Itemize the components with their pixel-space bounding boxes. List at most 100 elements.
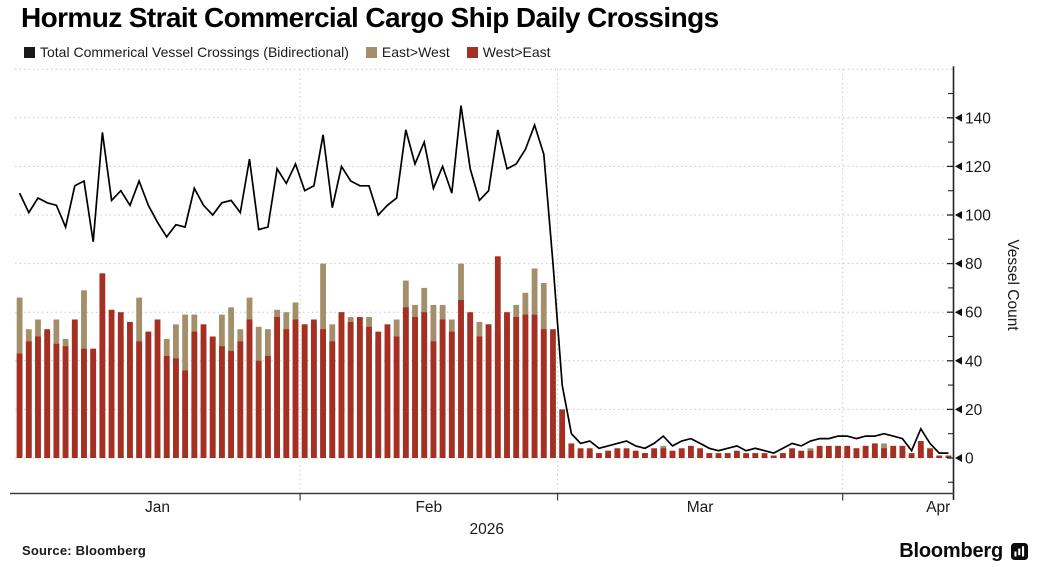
west-east-bar xyxy=(678,448,685,458)
west-east-bar xyxy=(163,355,170,458)
y-tick-label: 20 xyxy=(965,402,983,419)
west-east-bar xyxy=(154,319,161,458)
west-east-bar xyxy=(660,448,667,458)
west-east-bar xyxy=(825,445,832,458)
west-east-bar xyxy=(522,314,529,458)
west-east-bar xyxy=(789,448,795,458)
y-tick-label: 100 xyxy=(965,208,991,225)
west-east-bar xyxy=(117,312,124,458)
west-east-bar xyxy=(642,453,648,458)
west-east-bar xyxy=(752,453,759,458)
legend-item-east-west: East>West xyxy=(365,44,450,60)
west-east-bar xyxy=(485,324,492,458)
west-east-bar xyxy=(182,370,189,458)
west-east-bar xyxy=(274,317,280,458)
west-east-bar xyxy=(173,358,179,458)
west-east-bar xyxy=(669,450,676,458)
west-east-bar xyxy=(862,445,869,458)
west-east-bar xyxy=(596,453,602,458)
bloomberg-logo-icon xyxy=(1011,543,1028,560)
west-east-bar xyxy=(467,312,474,458)
west-east-bar-swatch xyxy=(466,46,478,58)
west-east-bar xyxy=(421,312,428,458)
legend-label-west-east: West>East xyxy=(482,44,551,60)
west-east-bar xyxy=(890,445,897,458)
west-east-bar xyxy=(899,445,906,458)
month-label: Mar xyxy=(687,499,714,516)
page-title: Hormuz Strait Commercial Cargo Ship Dail… xyxy=(21,2,719,33)
west-east-bar xyxy=(62,346,69,458)
west-east-bar xyxy=(255,360,262,458)
y-axis-title: Vessel Count xyxy=(1004,239,1021,331)
west-east-bar xyxy=(550,329,556,458)
west-east-bar xyxy=(412,317,418,458)
west-east-bar xyxy=(614,448,621,458)
source-text: Source: Bloomberg xyxy=(22,543,147,558)
west-east-bar xyxy=(568,443,575,458)
west-east-bar xyxy=(25,341,32,458)
west-east-bar xyxy=(927,448,933,458)
west-east-bar xyxy=(439,319,446,458)
west-east-bar xyxy=(200,324,207,458)
west-east-bar xyxy=(127,321,133,458)
west-east-bar xyxy=(476,336,483,458)
west-east-bar xyxy=(90,348,97,458)
west-east-bar xyxy=(264,355,271,458)
west-east-bar xyxy=(531,314,538,458)
west-east-bar xyxy=(715,453,722,458)
y-tick-label: 40 xyxy=(965,353,983,370)
west-east-bar xyxy=(338,312,345,458)
west-east-bar xyxy=(402,307,409,458)
legend-label-east-west: East>West xyxy=(381,44,450,60)
west-east-bar xyxy=(504,312,510,458)
y-tick-label: 120 xyxy=(965,159,991,176)
west-east-bar xyxy=(835,445,841,458)
west-east-bar xyxy=(936,455,943,458)
west-east-bar xyxy=(237,341,244,458)
west-east-bar xyxy=(16,353,23,458)
west-east-bar xyxy=(494,256,501,458)
y-tick-label: 60 xyxy=(965,305,983,322)
west-east-bar xyxy=(301,324,308,458)
west-east-bar xyxy=(310,319,317,458)
west-east-bar xyxy=(945,455,952,458)
west-east-bar xyxy=(246,319,253,458)
west-east-bar xyxy=(393,336,400,458)
west-east-bar xyxy=(35,336,41,458)
y-tick-marker xyxy=(955,405,962,414)
west-east-bar xyxy=(770,455,777,458)
legend-item-west-east: West>East xyxy=(466,44,551,60)
west-east-bar xyxy=(577,448,584,458)
y-tick-marker xyxy=(955,113,962,122)
y-tick-marker xyxy=(955,162,962,171)
y-tick-marker xyxy=(955,211,962,219)
total-line xyxy=(18,105,949,455)
month-label: Apr xyxy=(926,499,950,516)
west-east-bar xyxy=(733,450,740,458)
west-east-bar xyxy=(228,351,235,458)
y-tick-label: 80 xyxy=(965,256,983,273)
west-east-bar xyxy=(779,453,786,458)
y-tick-marker xyxy=(955,454,962,462)
west-east-bar xyxy=(71,319,78,458)
west-east-bar xyxy=(540,329,547,458)
west-east-bar xyxy=(366,326,372,458)
west-east-bar xyxy=(347,321,354,458)
legend-item-total: Total Commerical Vessel Crossings (Bidir… xyxy=(24,44,349,60)
west-east-bar xyxy=(853,448,860,458)
bloomberg-logo: Bloomberg xyxy=(899,540,1028,563)
west-east-bar xyxy=(375,331,382,458)
west-east-bar xyxy=(586,448,593,458)
west-east-bar xyxy=(559,409,566,458)
west-east-bar xyxy=(384,324,391,458)
west-east-bar xyxy=(605,450,612,458)
west-east-bar xyxy=(320,329,326,458)
west-east-bar xyxy=(706,453,713,458)
y-tick-label: 140 xyxy=(965,110,991,127)
year-label: 2026 xyxy=(470,521,504,538)
west-east-bar xyxy=(329,341,336,458)
west-east-bar xyxy=(81,348,87,458)
west-east-bar xyxy=(191,331,198,458)
east-west-bar-swatch xyxy=(365,46,377,58)
west-east-bar xyxy=(881,448,887,458)
